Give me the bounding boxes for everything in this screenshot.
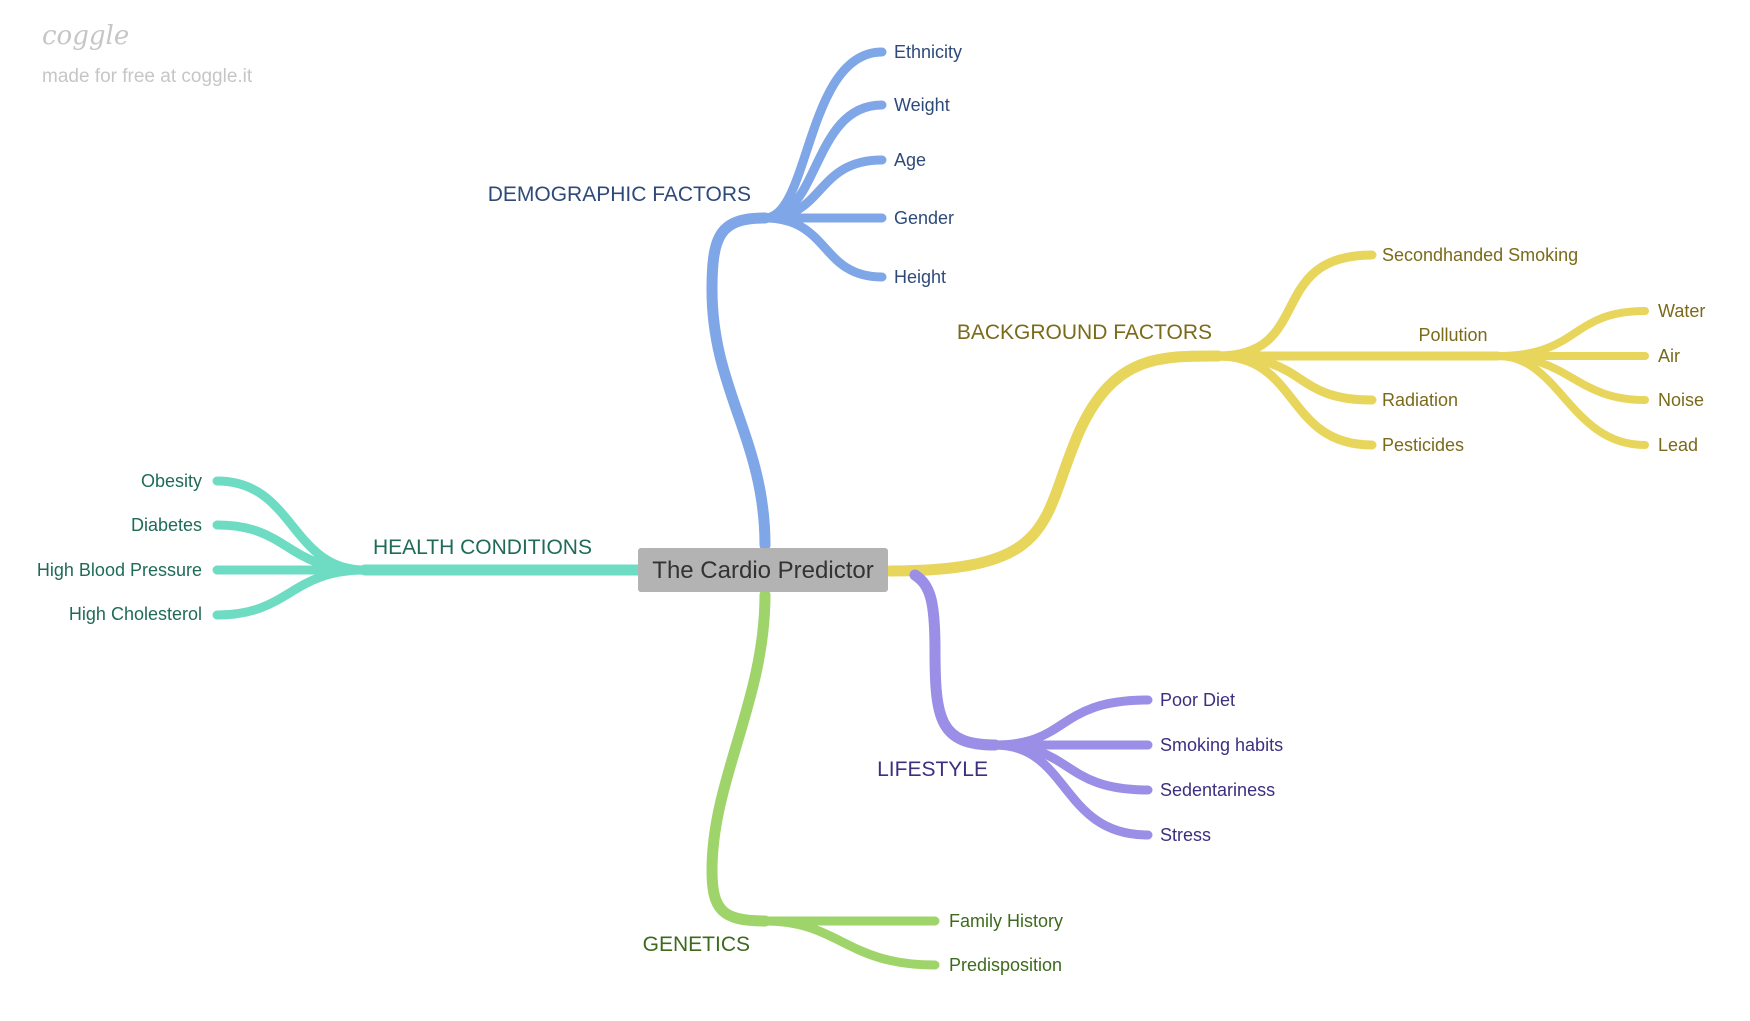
leaf-family-history[interactable]: Family History [949,911,1063,931]
branch-label-background[interactable]: BACKGROUND FACTORS [957,321,1212,344]
connector-secondhanded-smoking [1213,250,1377,361]
genetics-branch-connectors [706,589,940,970]
connector-root-genetics [706,589,771,927]
root-node-label: The Cardio Predictor [652,557,873,584]
background-branch-connectors [884,250,1649,577]
leaf-ethnicity[interactable]: Ethnicity [894,42,962,62]
connector-root-lifestyle [909,569,1001,751]
leaf-pollution[interactable]: Pollution [1418,325,1487,345]
connector-high-cholesterol [212,565,370,620]
connector-stress [990,740,1153,840]
leaf-diabetes[interactable]: Diabetes [131,515,202,535]
leaf-height[interactable]: Height [894,267,946,287]
leaf-age[interactable]: Age [894,150,926,170]
leaf-stress[interactable]: Stress [1160,825,1211,845]
lifestyle-branch-connectors [909,569,1153,840]
leaf-air[interactable]: Air [1658,346,1680,366]
connector-pesticides [1213,351,1377,450]
connector-root-demographic [706,212,771,551]
root-node-box [638,548,888,592]
leaf-weight[interactable]: Weight [894,95,950,115]
demographic-branch-connectors [706,47,887,551]
leaf-sedentariness[interactable]: Sedentariness [1160,780,1275,800]
connector-lead [1494,352,1649,449]
leaf-high-cholesterol[interactable]: High Cholesterol [69,604,202,624]
branch-label-demographic[interactable]: DEMOGRAPHIC FACTORS [488,183,751,206]
leaf-obesity[interactable]: Obesity [141,471,202,491]
connector-ethnicity [760,47,887,223]
connector-poor-diet [990,695,1153,750]
leaf-noise[interactable]: Noise [1658,390,1704,410]
connector-water [1494,307,1649,360]
coggle-watermark-text: made for free at coggle.it [42,66,253,87]
leaf-gender[interactable]: Gender [894,208,954,228]
connector-height [760,213,887,282]
connector-root-background [884,350,1224,577]
leaf-pesticides[interactable]: Pesticides [1382,435,1464,455]
leaf-smoking-habits[interactable]: Smoking habits [1160,735,1283,755]
health-branch-connectors [212,476,644,620]
leaf-secondhanded-smoking[interactable]: Secondhanded Smoking [1382,245,1578,265]
leaf-poor-diet[interactable]: Poor Diet [1160,690,1235,710]
branch-label-lifestyle[interactable]: LIFESTYLE [877,758,988,781]
leaf-lead[interactable]: Lead [1658,435,1698,455]
root-node[interactable]: The Cardio Predictor [638,548,888,592]
coggle-logo: coggle [42,21,129,51]
branch-label-genetics[interactable]: GENETICS [643,933,750,956]
leaf-high-blood-pressure[interactable]: High Blood Pressure [37,560,202,580]
leaf-predisposition[interactable]: Predisposition [949,955,1062,975]
leaf-radiation[interactable]: Radiation [1382,390,1458,410]
leaf-water[interactable]: Water [1658,301,1705,321]
connector-predisposition [760,916,940,970]
branch-label-health[interactable]: HEALTH CONDITIONS [373,536,592,559]
